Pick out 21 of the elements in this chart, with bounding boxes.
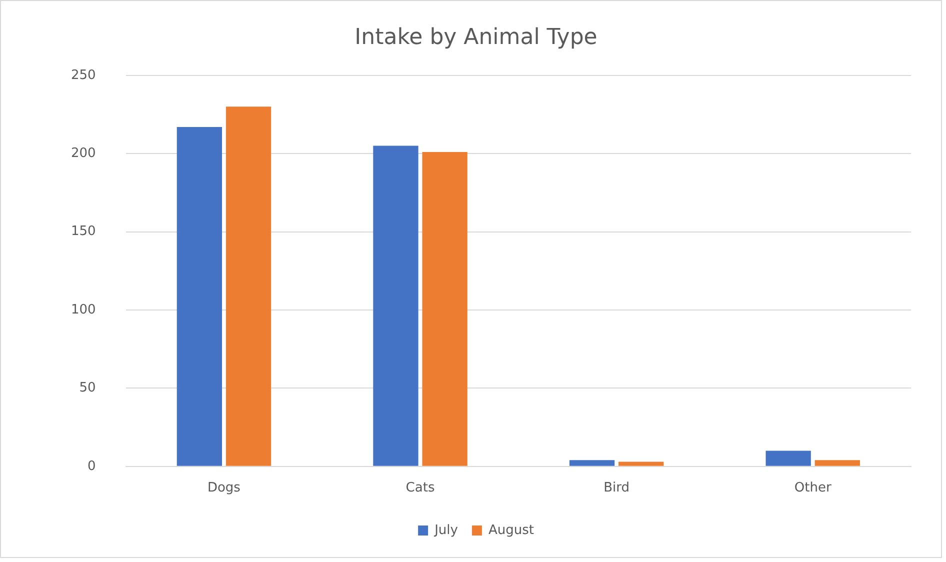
y-tick-label: 0 [88,458,96,474]
chart-title: Intake by Animal Type [354,24,598,50]
legend-label: July [434,522,458,538]
bar [226,106,272,466]
x-tick-label: Cats [406,480,435,496]
bar [569,460,615,466]
y-tick-label: 100 [70,302,96,318]
y-tick-label: 200 [70,146,96,161]
bar [618,462,664,466]
y-tick-label: 50 [79,380,96,396]
y-tick-label: 250 [70,68,96,83]
legend-label: August [488,522,534,538]
y-tick-label: 150 [70,224,96,240]
x-tick-label: Bird [604,480,630,496]
bar [422,152,468,466]
x-tick-label: Dogs [207,480,241,496]
bar [766,450,811,466]
bar [373,146,418,466]
x-tick-label: Other [794,480,832,496]
bar [176,127,222,466]
bar [814,460,860,466]
